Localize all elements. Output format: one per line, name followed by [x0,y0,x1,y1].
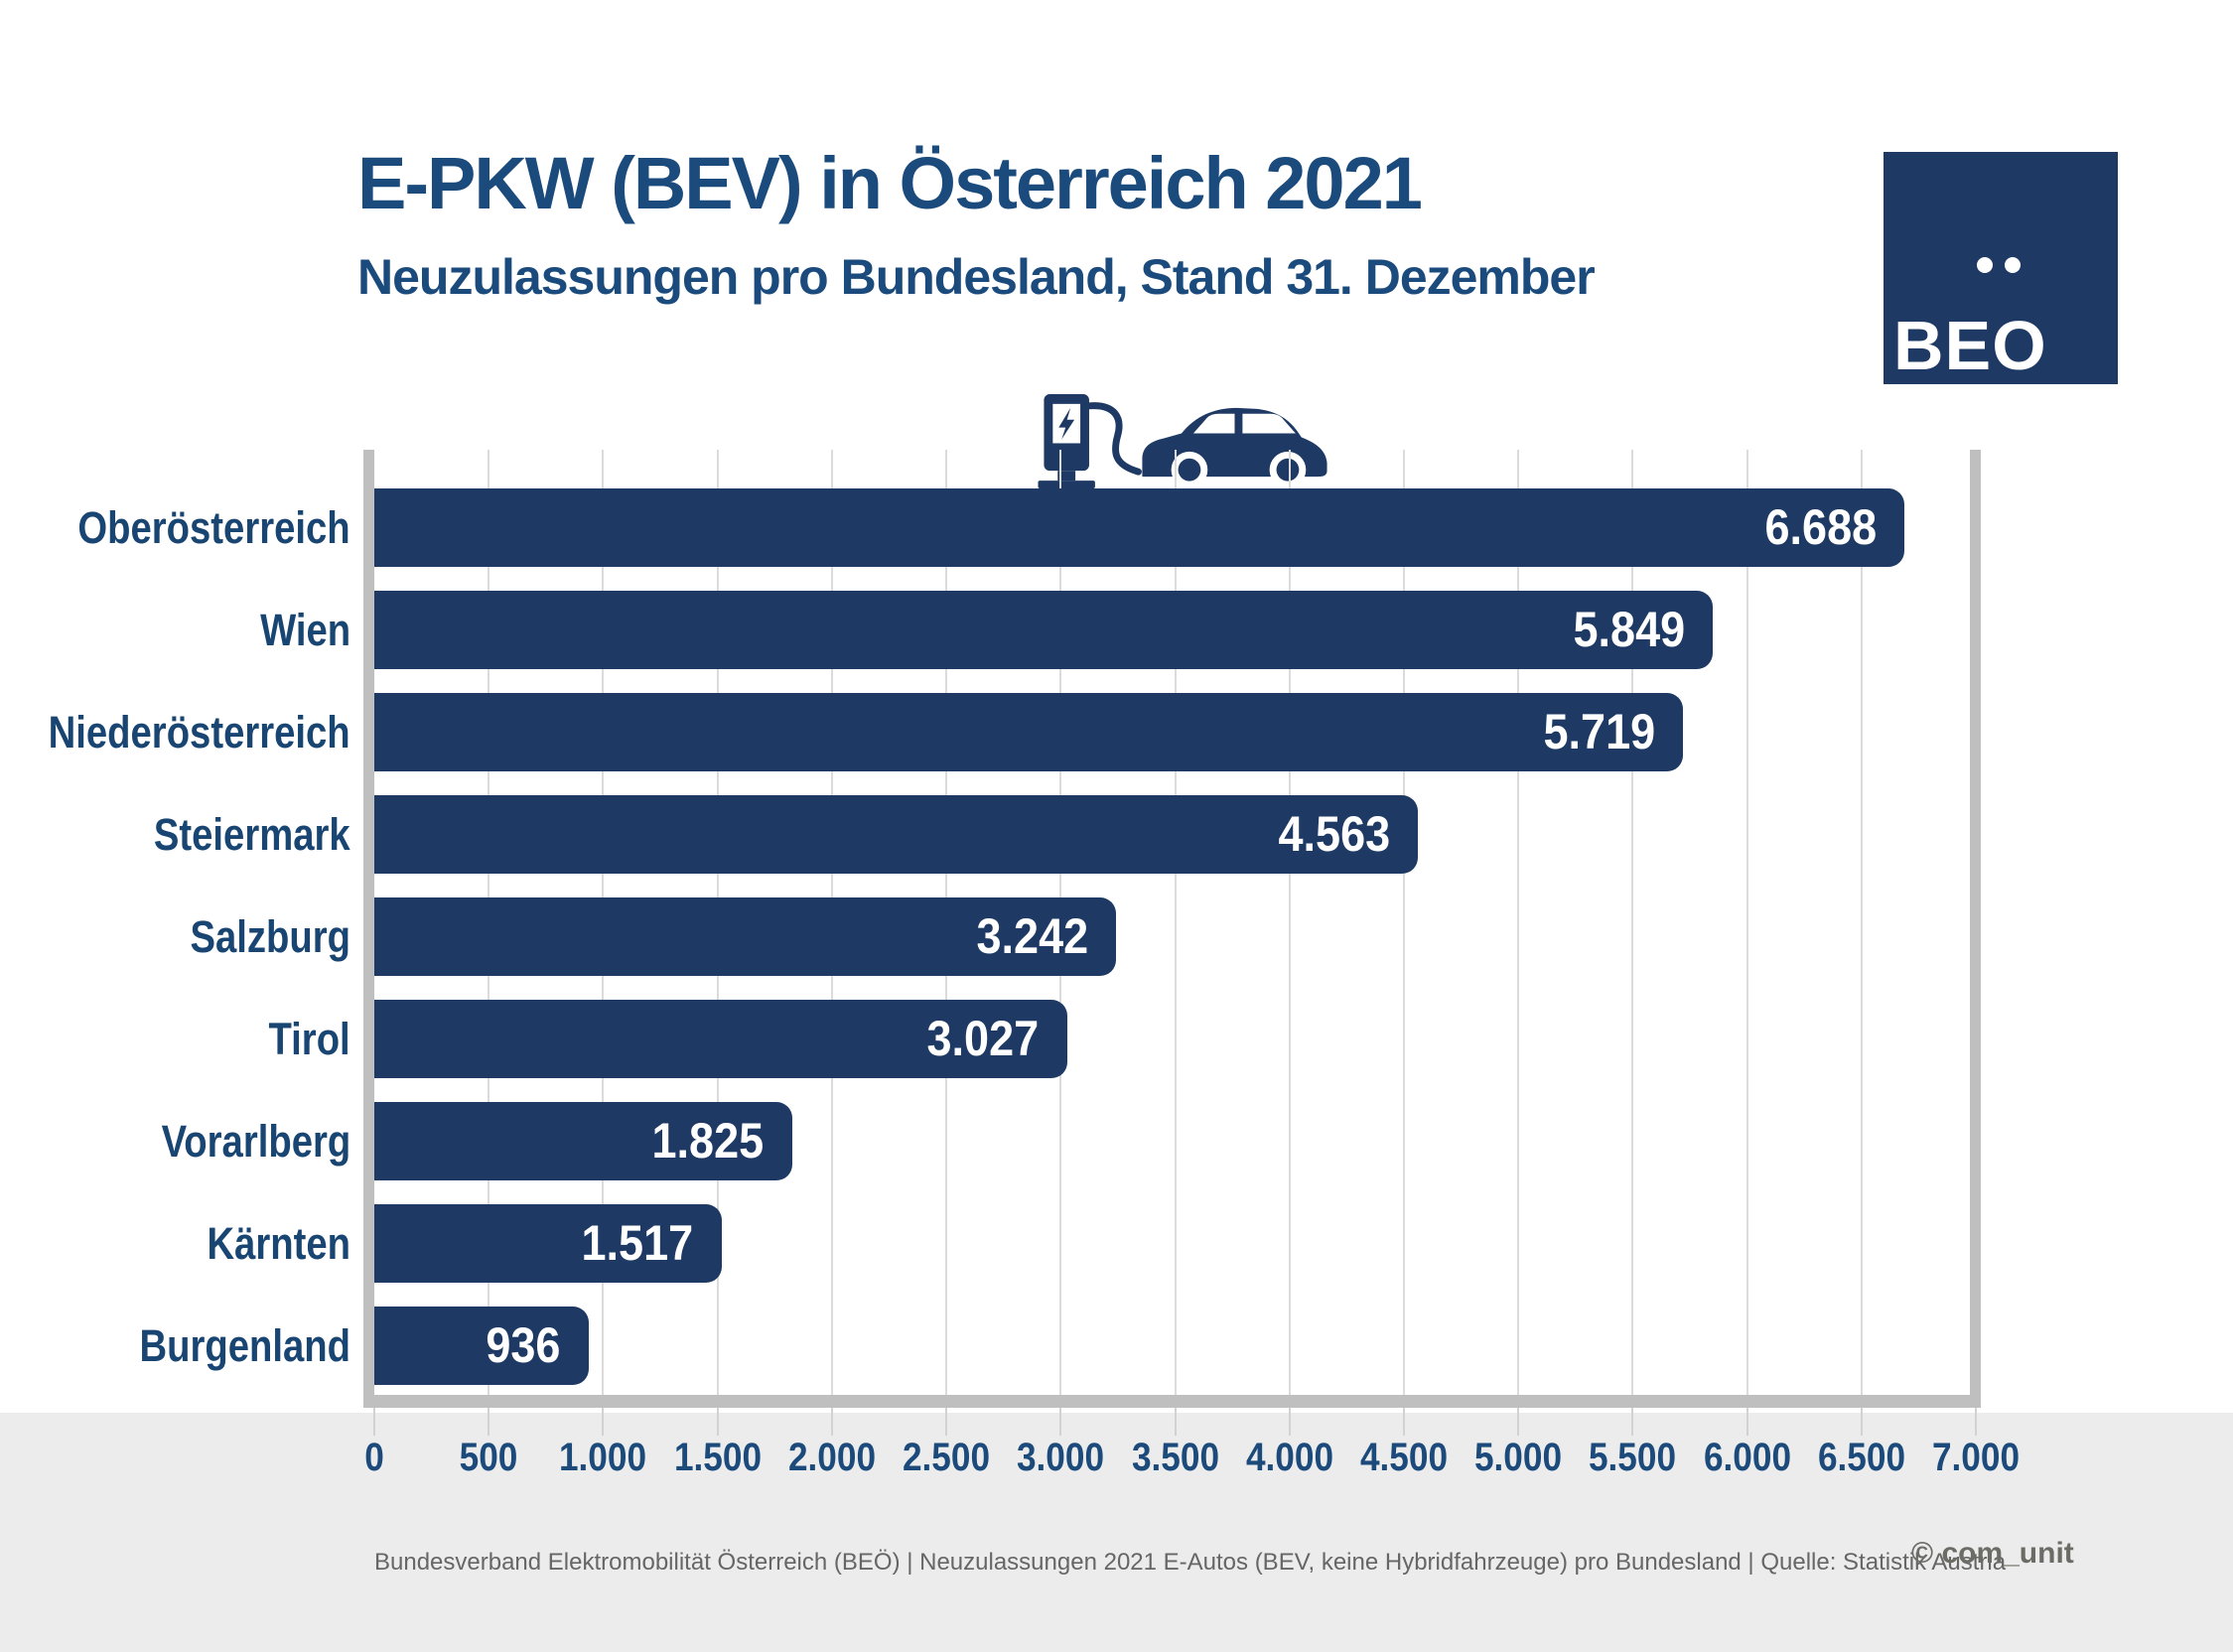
bar-value-label: 1.825 [651,1113,765,1169]
x-axis-tick [830,1408,833,1436]
x-axis-tick [1975,1408,1977,1436]
gridline [1402,450,1405,1395]
x-axis-tick [716,1408,719,1436]
x-axis-tick-label: 1.500 [673,1436,762,1479]
category-label: Tirol [268,1014,350,1064]
bar: 3.027 [374,1000,1067,1078]
x-axis-tick [1059,1408,1062,1436]
plot-right-border [1970,450,1981,1408]
x-axis-tick [1517,1408,1520,1436]
category-label: Kärnten [207,1218,350,1269]
beo-logo: BEO [1884,152,2118,384]
x-axis-tick-label: 4.500 [1359,1436,1448,1479]
gridline [1288,450,1291,1395]
category-label: Oberösterreich [77,502,350,553]
bar-row: Kärnten 1.517 [207,1204,1976,1283]
x-axis-tick-label: 6.000 [1703,1436,1791,1479]
logo-text: BEO [1893,307,2047,384]
bar-row: Niederösterreich 5.719 [49,693,1976,771]
logo-umlaut-dot-right [2005,257,2021,273]
bar-value-label: 1.517 [581,1215,694,1271]
x-axis-tick [1860,1408,1863,1436]
bar-row: Salzburg 3.242 [190,897,1976,976]
x-axis-labels: 0 500 1.000 1.500 2.000 2.500 3.000 3.500 4.000 4… [364,1436,2020,1495]
bar: 1.517 [374,1204,722,1283]
bar-value-label: 3.027 [926,1011,1040,1066]
category-label: Vorarlberg [161,1116,350,1167]
x-axis-tick-label: 5.000 [1474,1436,1563,1479]
bar-row: Tirol 3.027 [269,1000,1976,1078]
gridline [1860,450,1863,1395]
category-label: Niederösterreich [48,707,350,757]
bar-row: Steiermark 4.563 [154,795,1976,874]
x-axis-tick-label: 2.000 [787,1436,876,1479]
x-axis-tick-label: 2.500 [903,1436,991,1479]
bar: 3.242 [374,897,1117,976]
bar-value-label: 4.563 [1278,806,1391,862]
x-axis-tick-label: 6.500 [1817,1436,1905,1479]
x-axis-ticks [373,1408,1977,1438]
bar-value-label: 5.849 [1573,602,1685,657]
page-title: E-PKW (BEV) in Österreich 2021 [357,142,1423,224]
gridline [1631,450,1634,1395]
x-axis-tick [1745,1408,1748,1436]
category-label: Wien [259,605,350,655]
x-axis-tick-label: 500 [459,1436,518,1479]
y-axis-line [363,450,374,1408]
category-label: Salzburg [190,911,350,962]
x-axis-tick-label: 3.500 [1131,1436,1219,1479]
x-axis-tick [945,1408,948,1436]
x-axis-tick-label: 1.000 [559,1436,647,1479]
bar-row: Burgenland 936 [139,1307,1976,1385]
bar-row: Vorarlberg 1.825 [161,1102,1976,1180]
x-axis-tick [1631,1408,1634,1436]
bar-value-label: 6.688 [1764,499,1878,555]
x-axis-tick [373,1408,375,1436]
source-text: Bundesverband Elektromobilität Österreic… [374,1549,2007,1576]
bar-value-label: 3.242 [976,908,1089,964]
bar-row: Oberösterreich 6.688 [78,488,1976,567]
plot-area: Oberösterreich 6.688 Wien 5.849 Niederösterr… [49,450,1976,1395]
x-axis-tick [602,1408,605,1436]
x-axis-tick-label: 4.000 [1245,1436,1333,1479]
bar: 5.849 [374,591,1713,669]
bar: 5.719 [374,693,1683,771]
gridline [1174,450,1177,1395]
x-axis-tick-label: 7.000 [1931,1436,2021,1479]
bar-row: Wien 5.849 [260,591,1976,669]
bar: 936 [374,1307,589,1385]
logo-umlaut-dot-left [1977,257,1993,273]
x-axis-tick-label: 0 [364,1436,384,1479]
gridline [1745,450,1748,1395]
bar: 6.688 [374,488,1905,567]
bar: 1.825 [374,1102,792,1180]
bar-value-label: 5.719 [1543,704,1655,759]
x-axis-tick [1402,1408,1405,1436]
bar-value-label: 936 [486,1317,561,1373]
copyright-text: © com_unit [1911,1537,2074,1570]
x-axis-tick-label: 5.500 [1589,1436,1677,1479]
gridline [1517,450,1520,1395]
x-axis-line [363,1395,1981,1408]
bar: 4.563 [374,795,1419,874]
bottom-band [0,1413,2233,1652]
x-axis-tick [488,1408,490,1436]
category-label: Burgenland [139,1320,350,1371]
page-subtitle: Neuzulassungen pro Bundesland, Stand 31.… [357,249,1596,305]
ev-car-charging-icon [1038,393,1327,488]
category-label: Steiermark [154,809,350,860]
x-axis-tick [1288,1408,1291,1436]
x-axis-tick-label: 3.000 [1017,1436,1105,1479]
x-axis-tick [1174,1408,1177,1436]
